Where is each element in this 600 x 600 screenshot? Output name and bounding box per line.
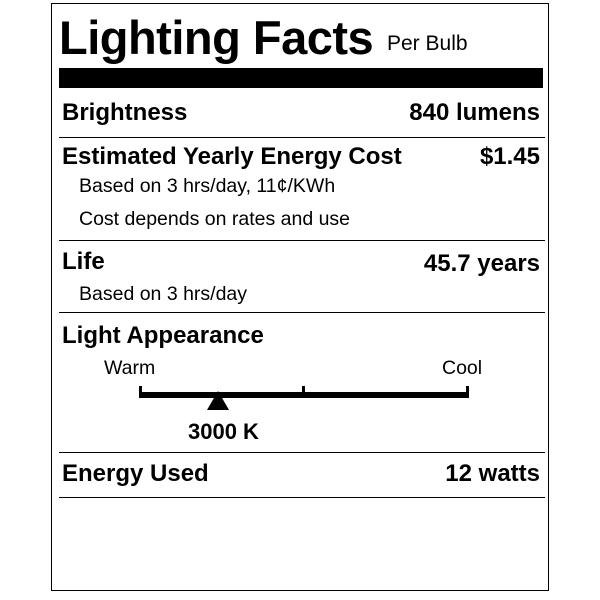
scale-tick bbox=[139, 386, 142, 398]
cool-label: Cool bbox=[442, 357, 483, 379]
lighting-facts-label bbox=[51, 3, 549, 591]
divider bbox=[59, 312, 545, 313]
color-temperature-marker-icon bbox=[207, 391, 230, 410]
brightness-label: Brightness bbox=[62, 99, 188, 126]
divider bbox=[59, 497, 545, 498]
energy-used-value: 12 watts bbox=[445, 460, 540, 487]
divider bbox=[59, 240, 545, 241]
color-temperature-value: 3000 K bbox=[188, 419, 259, 444]
light-appearance-label: Light Appearance bbox=[62, 322, 264, 349]
energy-cost-note: Based on 3 hrs/day, 11¢/KWh bbox=[79, 175, 336, 197]
scale-tick bbox=[302, 386, 305, 398]
divider bbox=[59, 137, 545, 138]
warm-label: Warm bbox=[104, 357, 156, 379]
energy-cost-value: $1.45 bbox=[479, 143, 540, 170]
life-note: Based on 3 hrs/day bbox=[79, 283, 248, 305]
label-title: Lighting Facts bbox=[59, 11, 374, 64]
title-divider-bar bbox=[59, 68, 543, 88]
life-value: 45.7 years bbox=[423, 250, 540, 277]
divider bbox=[59, 452, 545, 453]
label-subtitle: Per Bulb bbox=[387, 32, 468, 55]
brightness-value: 840 lumens bbox=[409, 99, 540, 126]
energy-cost-label: Estimated Yearly Energy Cost bbox=[62, 143, 402, 170]
energy-used-label: Energy Used bbox=[62, 460, 209, 487]
life-label: Life bbox=[62, 248, 105, 275]
energy-cost-note: Cost depends on rates and use bbox=[79, 208, 351, 230]
scale-tick bbox=[466, 386, 469, 398]
